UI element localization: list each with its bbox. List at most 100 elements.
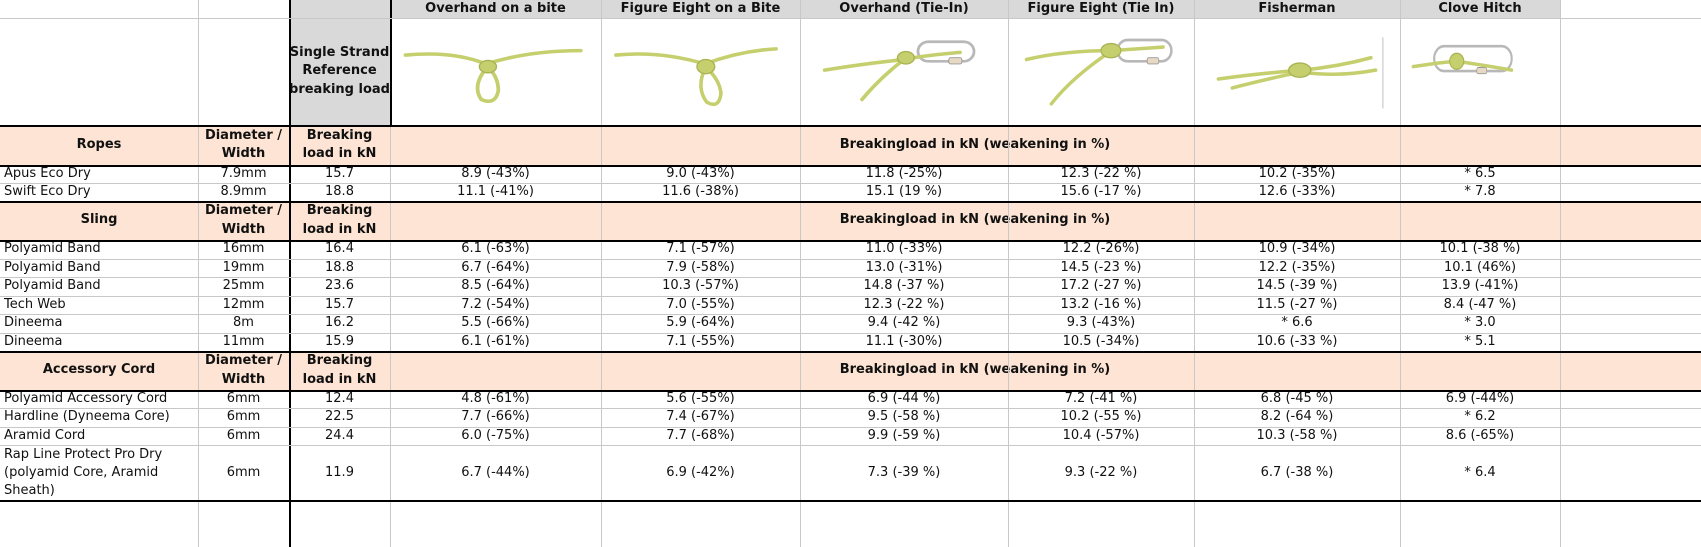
breaking-load-value: 15.7 (325, 296, 354, 312)
blank-header-cell (289, 0, 390, 18)
knot-result-value: 11.5 (-27 %) (1256, 296, 1338, 312)
material-name: Dineema (4, 333, 63, 349)
diameter-value: 6mm (226, 464, 261, 480)
knot-result-value: 11.8 (-25%) (865, 165, 943, 181)
diameter-value: 11mm (222, 333, 265, 349)
gridline-horizontal (0, 333, 1701, 334)
knot-name-header: Fisherman (1194, 0, 1400, 18)
knot-result-value: 9.5 (-58 %) (867, 409, 941, 425)
knot-image-row: Single Strand Reference breaking load (0, 18, 1701, 125)
knot-result-value: * 6.6 (1281, 315, 1313, 331)
knot-result-value: 11.1 (-41%) (457, 183, 534, 199)
breaking-load-value: 16.2 (325, 315, 354, 331)
reference-label: Single Strand Reference breaking load (289, 18, 390, 125)
knot-result-value: 9.3 (-43%) (1066, 315, 1136, 331)
gridline-horizontal (0, 408, 1701, 409)
knot-result-value: 13.2 (-16 %) (1060, 296, 1142, 312)
knot-result-value: 8.4 (-47 %) (1443, 296, 1517, 312)
table-row: Hardline (Dyneema Core) 6mm 22.5 7.7 (-66%)… (0, 408, 1701, 427)
gridline-vertical (601, 0, 602, 547)
diameter-header: Diameter / Width (198, 125, 289, 165)
blank-cell (0, 18, 198, 125)
breaking-load-header: Breaking load in kN (289, 351, 390, 390)
knot-result-value: 12.6 (-33%) (1258, 183, 1336, 199)
blank-cell (1560, 165, 1701, 183)
material-name: Hardline (Dyneema Core) (4, 409, 170, 425)
knot-result-value: 10.2 (-35%) (1258, 165, 1336, 181)
knot-result-value: * 6.2 (1464, 409, 1496, 425)
section-header-row: Accessory Cord Diameter / Width Breaking l… (0, 351, 1701, 390)
breaking-load-header: Breaking load in kN (289, 201, 390, 240)
diameter-value: 25mm (222, 278, 265, 294)
knot-result-value: * 6.5 (1464, 165, 1496, 181)
knot-result-value: 7.7 (-68%) (666, 427, 735, 443)
knot-result-value: 7.2 (-41 %) (1064, 390, 1138, 406)
breaking-load-value: 15.7 (325, 165, 354, 181)
knot-result-value: 11.6 (-38%) (662, 183, 739, 199)
gridline-horizontal (0, 277, 1701, 278)
knot-result-value: 10.2 (-55 %) (1060, 409, 1142, 425)
knot-result-value: 8.2 (-64 %) (1260, 409, 1334, 425)
knot-result-value: 9.3 (-22 %) (1064, 464, 1138, 480)
knot-image-cell (1194, 18, 1400, 125)
diameter-value: 12mm (222, 296, 265, 312)
knot-result-value: 5.5 (-66%) (461, 315, 530, 331)
section-title: Ropes (0, 125, 198, 165)
knot-result-value: * 5.1 (1464, 333, 1496, 349)
gridline-horizontal (0, 240, 1701, 242)
gridline-vertical (198, 0, 199, 547)
blank-cell (1560, 259, 1701, 277)
blank-cell (1560, 427, 1701, 445)
table-row: Polyamid Band 19mm 18.8 6.7 (-64%) 7.9 (-58%… (0, 259, 1701, 277)
breaking-load-value: 23.6 (325, 278, 354, 294)
knot-image-cell (1400, 18, 1560, 125)
knot-result-value: 6.8 (-45 %) (1260, 390, 1334, 406)
knot-result-value: 7.1 (-57%) (666, 241, 735, 257)
section-header-row: Ropes Diameter / Width Breaking load in kN… (0, 125, 1701, 165)
gridline-horizontal (0, 183, 1701, 184)
knot-result-value: 8.5 (-64%) (461, 278, 530, 294)
knot-result-value: 9.0 (-43%) (666, 165, 735, 181)
overhand-on-a-bite-knot-icon (396, 24, 595, 119)
material-name: Polyamid Band (4, 241, 101, 257)
gridline-horizontal (0, 351, 1701, 353)
table-row: Swift Eco Dry 8.9mm 18.8 11.1 (-41%) 11.6 (-… (0, 183, 1701, 201)
table-row: Polyamid Band 25mm 23.6 8.5 (-64%) 10.3 (-57… (0, 277, 1701, 296)
knot-result-value: 7.7 (-66%) (461, 409, 530, 425)
diameter-value: 6mm (226, 390, 261, 406)
knot-result-value: 6.9 (-44 %) (867, 390, 941, 406)
knot-result-value: * 6.4 (1464, 464, 1496, 480)
knot-result-value: 9.4 (-42 %) (867, 315, 941, 331)
diameter-value: 7.9mm (220, 165, 267, 181)
section-title: Sling (0, 201, 198, 240)
gridline-vertical (1008, 0, 1009, 547)
knot-result-value: 12.3 (-22 %) (863, 296, 945, 312)
table-row: Dineema 8m 16.2 5.5 (-66%) 5.9 (-64%) 9.4 (-4… (0, 314, 1701, 333)
blank-cell (1560, 125, 1701, 165)
breakingload-span-header: Breakingload in kN (weakening in %) (390, 201, 1560, 240)
knot-result-value: 6.0 (-75%) (461, 427, 530, 443)
material-name: Tech Web (4, 296, 66, 312)
overhand-tie-in-knot-icon (806, 24, 1002, 119)
gridline-vertical (1400, 0, 1401, 547)
knot-result-value: 14.5 (-39 %) (1256, 278, 1338, 294)
breaking-load-value: 15.9 (325, 333, 354, 349)
knot-result-value: 7.0 (-55%) (666, 296, 735, 312)
section-header-row: Sling Diameter / Width Breaking load in kN… (0, 201, 1701, 240)
knot-result-value: 6.7 (-64%) (461, 259, 530, 275)
diameter-header: Diameter / Width (198, 351, 289, 390)
material-name: Aramid Cord (4, 427, 86, 443)
knot-result-value: 4.8 (-61%) (461, 390, 530, 406)
table-row: Rap Line Protect Pro Dry (polyamid Core,… (0, 445, 1701, 501)
knot-result-value: 10.3 (-57%) (662, 278, 739, 294)
gridline-horizontal (0, 165, 1701, 167)
diameter-value: 6mm (226, 427, 261, 443)
gridline-horizontal (0, 259, 1701, 260)
breakingload-span-header: Breakingload in kN (weakening in %) (390, 351, 1560, 390)
blank-cell (1560, 240, 1701, 259)
knot-header-row: Overhand on a bite Figure Eight on a Bite… (0, 0, 1701, 18)
knot-result-value: 6.7 (-44%) (461, 464, 530, 480)
breakingload-span-header: Breakingload in kN (weakening in %) (390, 125, 1560, 165)
knot-result-value: 10.3 (-58 %) (1256, 427, 1338, 443)
knot-result-value: 7.3 (-39 %) (867, 464, 941, 480)
